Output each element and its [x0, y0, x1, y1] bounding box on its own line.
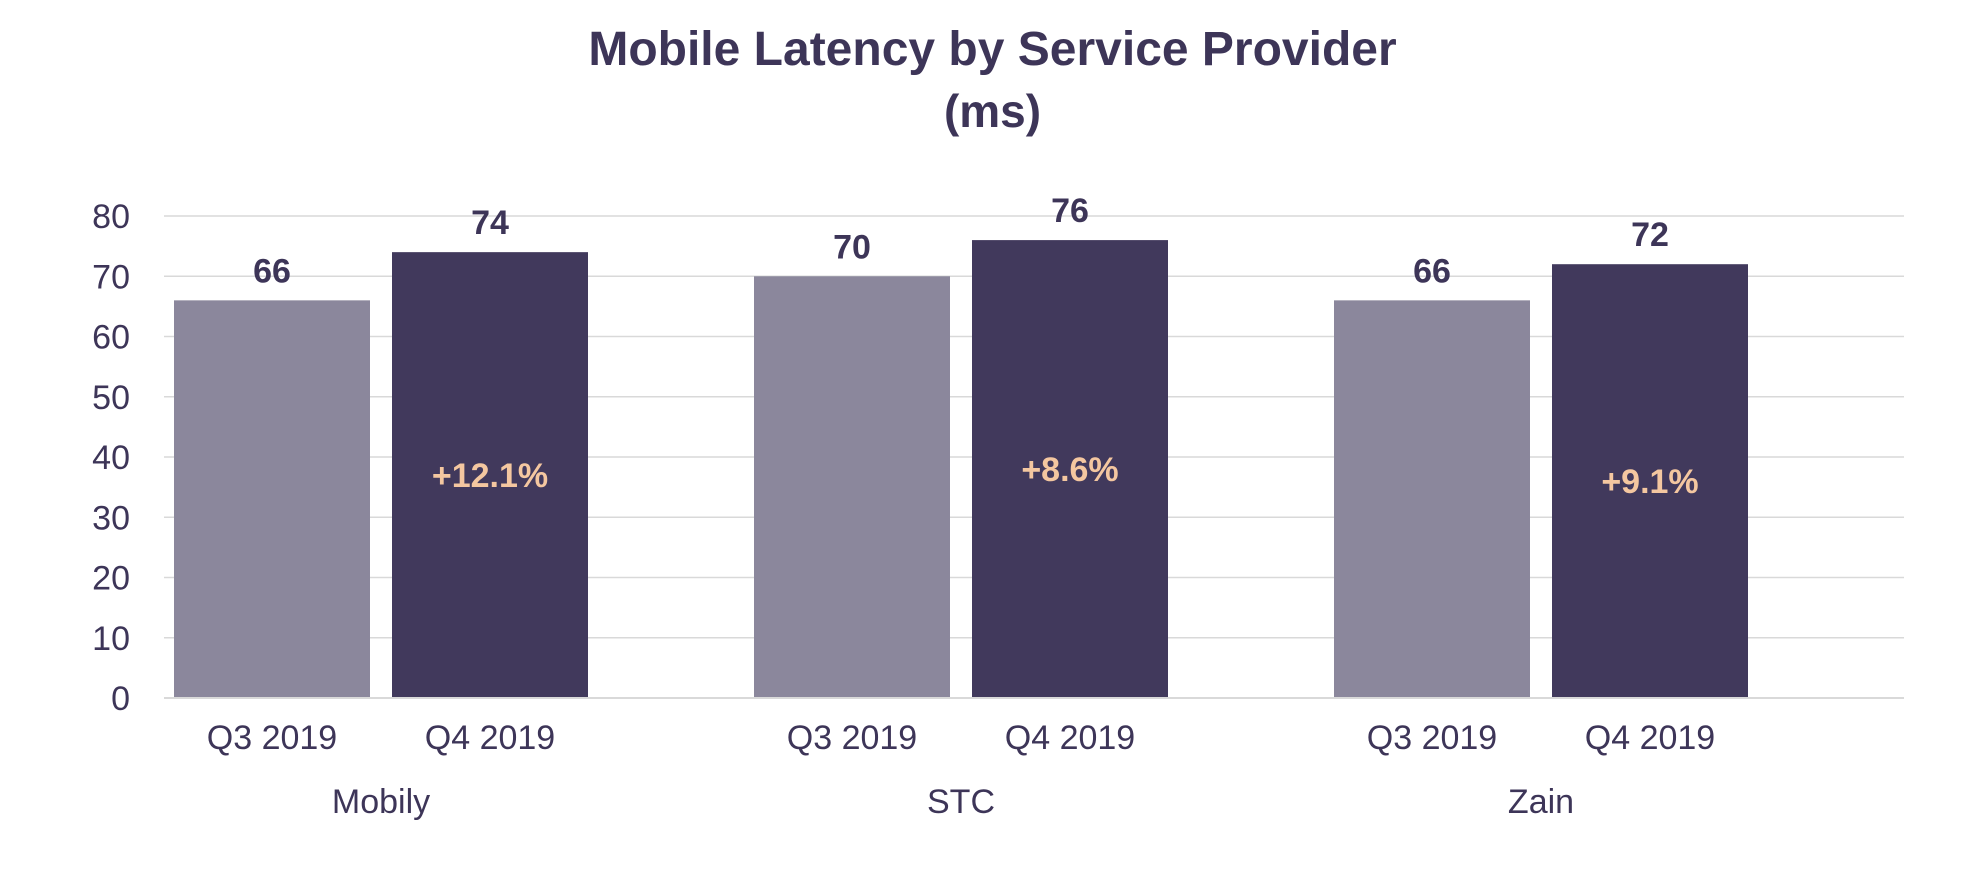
change-label: +12.1%: [432, 457, 548, 495]
y-tick-label: 40: [92, 439, 130, 477]
x-tick-label: Q3 2019: [1367, 719, 1497, 757]
group-label: Zain: [1508, 783, 1574, 821]
y-tick-label: 0: [111, 680, 130, 718]
x-tick-label: Q3 2019: [787, 719, 917, 757]
chart-subtitle: (ms): [943, 85, 1042, 137]
x-tick-label: Q4 2019: [425, 719, 555, 757]
x-tick-label: Q3 2019: [207, 719, 337, 757]
bar: [392, 252, 588, 698]
group-label: Mobily: [332, 783, 430, 821]
bar-value-label: 76: [1051, 192, 1089, 230]
bar-value-label: 74: [471, 204, 509, 242]
bar: [174, 300, 370, 698]
x-tick-label: Q4 2019: [1585, 719, 1715, 757]
group-label: STC: [927, 783, 995, 821]
y-tick-label: 20: [92, 560, 130, 598]
y-tick-label: 10: [92, 620, 130, 658]
y-tick-label: 80: [92, 198, 130, 236]
y-tick-label: 30: [92, 499, 130, 537]
change-label: +8.6%: [1021, 451, 1118, 489]
change-label: +9.1%: [1601, 463, 1698, 501]
bar: [754, 276, 950, 698]
bar-value-label: 66: [1413, 252, 1451, 290]
bar-value-label: 72: [1631, 216, 1669, 254]
chart-title: Mobile Latency by Service Provider: [588, 23, 1397, 76]
bar-value-label: 66: [253, 252, 291, 290]
bar: [972, 240, 1168, 698]
y-tick-label: 60: [92, 319, 130, 357]
y-tick-label: 70: [92, 258, 130, 296]
bar: [1552, 264, 1748, 698]
y-tick-label: 50: [92, 379, 130, 417]
bar-value-label: 70: [833, 228, 871, 266]
x-tick-label: Q4 2019: [1005, 719, 1135, 757]
bar: [1334, 300, 1530, 698]
